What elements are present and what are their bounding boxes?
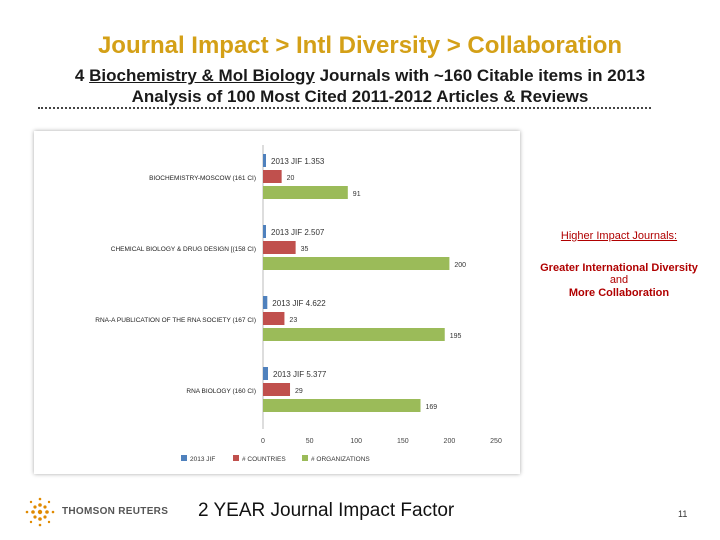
legend-label-3: # ORGANIZATIONS [311, 456, 370, 463]
bar-3-3 [263, 328, 445, 341]
legend-swatch-3 [302, 455, 308, 461]
category-label-1: BIOCHEMISTRY-MOSCOW (161 CI) [149, 175, 256, 182]
chart-frame: 2013 JIF 1.353 2013 JIF 2.507 2013 JIF 4.6… [34, 131, 520, 474]
category-label-4: RNA BIOLOGY (160 CI) [186, 388, 256, 395]
bar-2-2 [263, 241, 296, 254]
annotation-heading: Higher Impact Journals: [560, 230, 678, 242]
data-label-1-4: 2013 JIF 5.377 [273, 370, 327, 379]
page-number: 11 [678, 509, 688, 519]
bar-2-1 [263, 170, 282, 183]
legend-swatch-2 [233, 455, 239, 461]
subtitle-line-1: 4 Biochemistry & Mol Biology Journals wi… [0, 66, 720, 86]
bar-2-4 [263, 383, 291, 396]
annotation-line-2: and [609, 274, 629, 286]
data-label-3-1: 91 [353, 191, 361, 198]
data-label-3-2: 200 [454, 262, 466, 269]
bar-1-2 [263, 225, 266, 238]
category-label-3: RNA-A PUBLICATION OF THE RNA SOCIETY (16… [95, 317, 256, 324]
subtitle-prefix: 4 [74, 66, 90, 85]
x-tick-label-3: 100 [350, 438, 362, 445]
subtitle-field-name: Biochemistry & Mol Biology [89, 66, 315, 85]
data-label-1-3: 2013 JIF 4.622 [272, 299, 326, 308]
data-label-2-1: 20 [287, 175, 295, 182]
subtitle-suffix: Journals with ~160 Citable items in 2013 [314, 66, 646, 85]
data-label-1-2: 2013 JIF 2.507 [271, 228, 325, 237]
bar-1-3 [263, 296, 268, 309]
data-label-2-3: 23 [289, 317, 297, 324]
legend-label-2: # COUNTRIES [242, 456, 286, 463]
subtitle-line-2: Analysis of 100 Most Cited 2011-2012 Art… [131, 87, 589, 106]
logo-text: THOMSON REUTERS [62, 506, 169, 517]
bar-3-2 [263, 257, 450, 270]
thomson-reuters-logo: THOMSON REUTERS [22, 496, 172, 528]
data-label-2-2: 35 [301, 246, 309, 253]
x-tick-label-2: 50 [306, 438, 314, 445]
bar-3-1 [263, 186, 348, 199]
bar-2-3 [263, 312, 285, 325]
legend-label-1: 2013 JIF [190, 456, 215, 463]
bar-chart: 2013 JIF 1.353 2013 JIF 2.507 2013 JIF 4.6… [95, 145, 502, 463]
logo-mark-icon [25, 497, 55, 527]
x-tick-label-6: 250 [490, 438, 502, 445]
annotation-line-1: Greater International Diversity [540, 262, 698, 274]
data-label-1-1: 2013 JIF 1.353 [271, 157, 325, 166]
x-tick-label-5: 200 [444, 438, 456, 445]
x-tick-label-4: 150 [397, 438, 409, 445]
slide-title: Journal Impact > Intl Diversity > Collab… [97, 32, 623, 59]
bar-1-4 [263, 367, 269, 380]
footer-caption: 2 YEAR Journal Impact Factor [198, 500, 455, 521]
bar-3-4 [263, 399, 421, 412]
data-label-3-3: 195 [450, 333, 462, 340]
category-label-2: CHEMICAL BIOLOGY & DRUG DESIGN [(158 CI) [111, 246, 256, 253]
x-tick-label-1: 0 [261, 438, 265, 445]
legend-swatch-1 [181, 455, 187, 461]
dotted-divider [38, 107, 651, 109]
annotation-line-3: More Collaboration [568, 287, 670, 299]
data-label-2-4: 29 [295, 388, 303, 395]
bar-1-1 [263, 154, 266, 167]
data-label-3-4: 169 [426, 404, 438, 411]
